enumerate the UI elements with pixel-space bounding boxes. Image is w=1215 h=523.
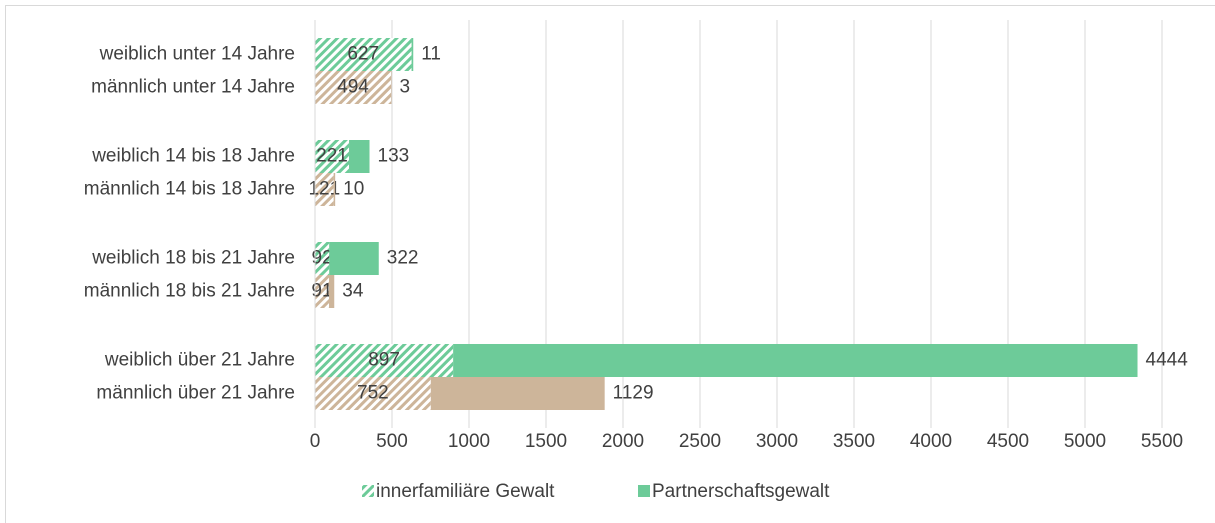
legend-label: Partnerschaftsgewalt — [652, 481, 830, 502]
bar-segment — [315, 344, 454, 377]
data-label: 4444 — [1146, 350, 1189, 371]
bar-segment — [411, 38, 414, 71]
bar-segment — [315, 71, 392, 104]
x-tick-label: 1500 — [525, 431, 567, 452]
y-tick-label: männlich 18 bis 21 Jahre — [84, 281, 295, 302]
bar-segment — [315, 242, 330, 275]
x-tick-label: 4500 — [987, 431, 1029, 452]
legend-label: innerfamiliäre Gewalt — [376, 481, 555, 502]
y-tick-label: weiblich über 21 Jahre — [104, 350, 295, 371]
bar-segment — [315, 377, 431, 410]
data-label: 752 — [357, 383, 389, 404]
data-label: 11 — [421, 44, 441, 65]
data-label: 322 — [387, 248, 419, 269]
bar-segment — [315, 38, 412, 71]
y-tick-label: männlich 14 bis 18 Jahre — [84, 179, 295, 200]
bar-segment — [349, 140, 370, 173]
x-tick-label: 1000 — [448, 431, 490, 452]
data-label: 10 — [343, 179, 364, 200]
x-tick-label: 4000 — [910, 431, 952, 452]
data-label: 133 — [378, 146, 410, 167]
chart-frame — [5, 5, 1215, 523]
x-tick-label: 3000 — [756, 431, 798, 452]
data-label: 3 — [400, 77, 411, 98]
data-label: 121 — [308, 179, 340, 200]
y-tick-label: weiblich unter 14 Jahre — [99, 44, 295, 65]
bar-segment — [333, 173, 336, 206]
bar-segment — [315, 275, 330, 308]
bar-segment — [329, 242, 379, 275]
y-tick-label: weiblich 18 bis 21 Jahre — [91, 248, 295, 269]
bar-segment — [315, 140, 350, 173]
data-label: 897 — [368, 350, 400, 371]
legend-swatch — [638, 485, 650, 497]
bar-segment — [315, 173, 334, 206]
x-tick-label: 2500 — [679, 431, 721, 452]
x-tick-label: 5500 — [1141, 431, 1183, 452]
bar-segment — [430, 377, 605, 410]
legend-swatch — [362, 485, 374, 497]
x-tick-label: 500 — [376, 431, 408, 452]
data-label: 34 — [342, 281, 364, 302]
x-tick-label: 3500 — [833, 431, 875, 452]
x-tick-label: 2000 — [602, 431, 644, 452]
data-label: 627 — [347, 44, 379, 65]
x-tick-label: 5000 — [1064, 431, 1106, 452]
data-label: 494 — [337, 77, 369, 98]
bar-segment — [453, 344, 1138, 377]
data-label: 221 — [316, 146, 348, 167]
data-label: 1129 — [613, 383, 654, 404]
y-tick-label: männlich unter 14 Jahre — [91, 77, 295, 98]
y-tick-label: weiblich 14 bis 18 Jahre — [91, 146, 295, 167]
x-tick-label: 0 — [310, 431, 321, 452]
data-label: 92 — [312, 248, 333, 269]
data-label: 91 — [311, 281, 332, 302]
bar-segment — [329, 275, 335, 308]
y-tick-label: männlich über 21 Jahre — [96, 383, 295, 404]
